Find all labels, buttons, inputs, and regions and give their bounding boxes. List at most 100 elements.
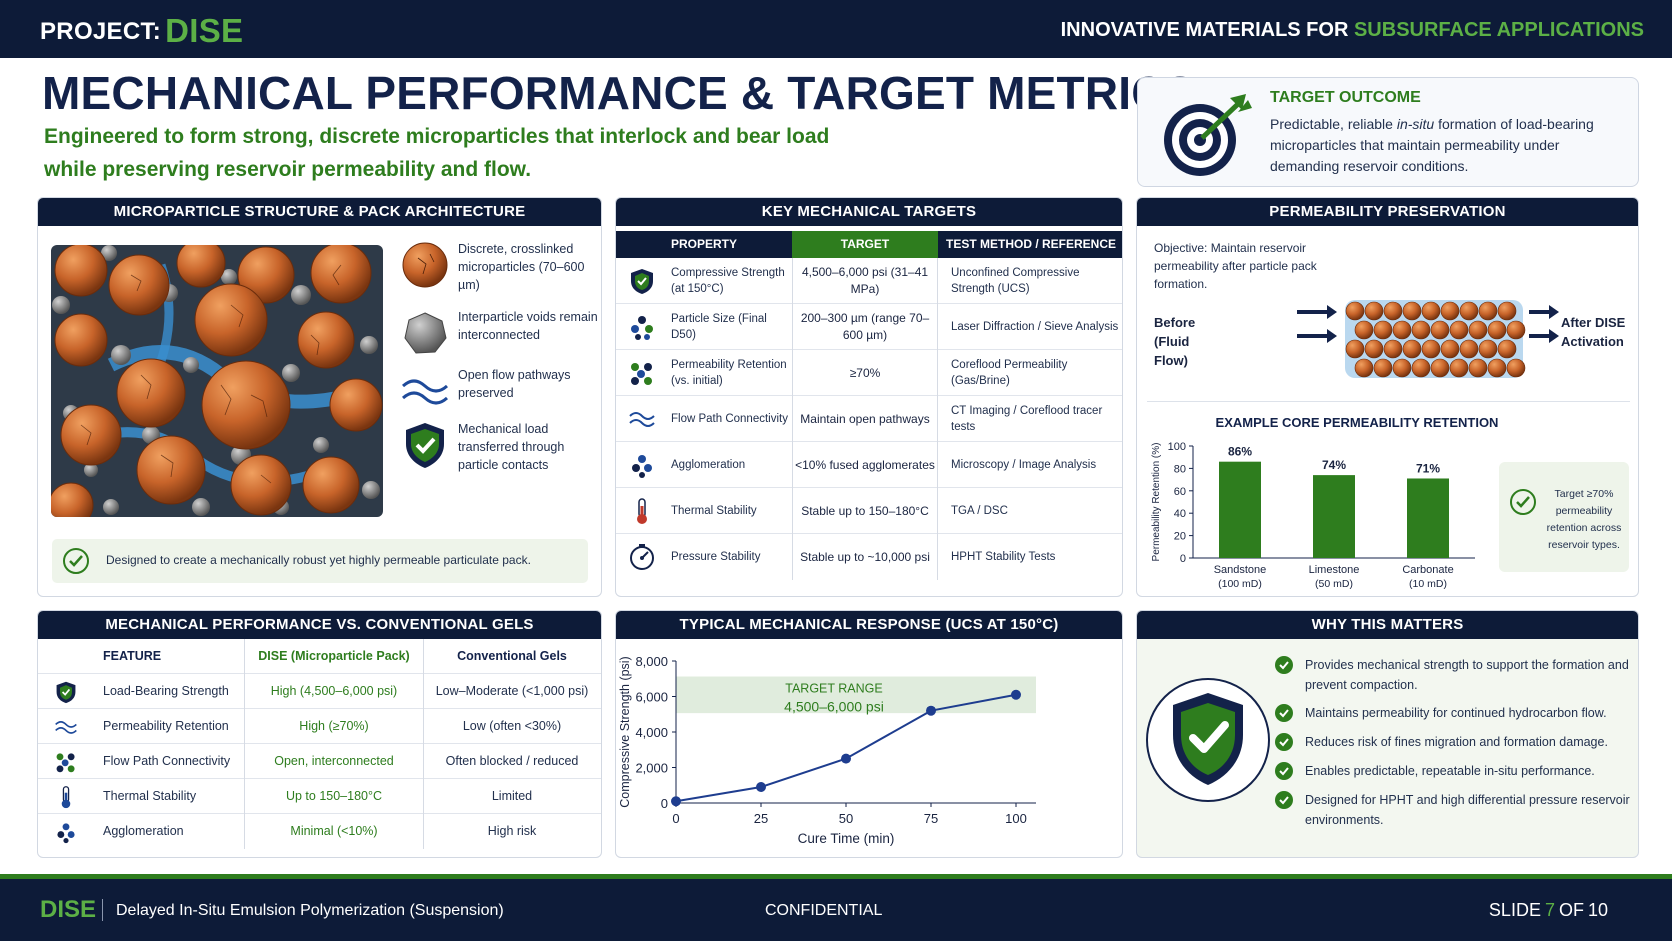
shield-icon <box>631 269 653 294</box>
check-circle-icon <box>1275 704 1293 722</box>
pack-particle <box>1497 339 1517 359</box>
footer-description: Delayed In-Situ Emulsion Polymerization … <box>116 902 504 919</box>
x-tick-label: 50 <box>839 811 853 826</box>
y-tick-label: 6,000 <box>635 690 668 705</box>
table-row: Load-Bearing Strength High (4,500–6,000 … <box>38 674 601 709</box>
table-header: PROPERTY TARGET TEST METHOD / REFERENCE <box>616 231 1122 258</box>
y-axis-label: Permeability Retention (%) <box>1151 443 1162 562</box>
pack-particle <box>1459 339 1479 359</box>
footer-accent-line <box>0 874 1672 879</box>
x-tick-label: Carbonate <box>1402 564 1453 576</box>
footer-brand: DISE <box>40 896 97 923</box>
flow-waves-icon <box>629 412 655 427</box>
shield-check-icon <box>406 423 444 468</box>
pack-particle <box>1487 320 1507 340</box>
why-this-matters-panel: WHY THIS MATTERS Provides mechanical str… <box>1136 610 1639 858</box>
tagline: INNOVATIVE MATERIALS FOR SUBSURFACE APPL… <box>1060 19 1644 41</box>
footer-separator <box>102 899 103 921</box>
pack-particle <box>1364 301 1384 321</box>
permeability-preservation-panel: PERMEABILITY PRESERVATION Objective: Mai… <box>1136 197 1639 597</box>
project-label: PROJECT: DISE <box>40 12 244 49</box>
pack-particle <box>1506 358 1526 378</box>
pack-particle <box>1449 320 1469 340</box>
pack-particle <box>1383 339 1403 359</box>
data-point <box>841 753 851 764</box>
pack-particle <box>1373 358 1393 378</box>
retention-chart-title: EXAMPLE CORE PERMEABILITY RETENTION <box>1215 415 1499 430</box>
after-label: After DISE Activation <box>1561 315 1626 349</box>
pack-particle <box>1497 301 1517 321</box>
table-row: Flow Path Connectivity Maintain open pat… <box>616 396 1122 442</box>
data-label: 86% <box>1228 445 1252 459</box>
ucs-line-chart: TARGET RANGE 4,500–6,000 psi 0 2,000 4,000 6,… <box>618 654 1036 846</box>
pack-particle <box>1373 320 1393 340</box>
check-circle-icon <box>1275 733 1293 751</box>
table-row: Particle Size (Final D50) 200–300 µm (ra… <box>616 304 1122 350</box>
target-outcome-text: Predictable, reliable in-situ formation … <box>1270 116 1594 174</box>
panel-title: KEY MECHANICAL TARGETS <box>616 198 1122 226</box>
table-row: Thermal Stability Stable up to 150–180°C… <box>616 488 1122 534</box>
column-header: PROPERTY <box>616 231 792 258</box>
particle-cluster-icon <box>56 753 75 773</box>
x-tick-sublabel: (50 mD) <box>1315 578 1353 590</box>
shield-icon <box>56 681 76 704</box>
microparticle-pack-image <box>51 245 383 517</box>
microparticle-structure-panel: MICROPARTICLE STRUCTURE & PACK ARCHITECT… <box>37 197 602 597</box>
pack-particle <box>1440 339 1460 359</box>
thermometer-icon <box>61 786 71 809</box>
x-tick-sublabel: (10 mD) <box>1409 578 1447 590</box>
y-tick-label: 20 <box>1174 531 1186 543</box>
flow-waves-icon <box>55 721 77 734</box>
panel-title: MICROPARTICLE STRUCTURE & PACK ARCHITECT… <box>38 198 601 226</box>
pack-particle <box>1383 301 1403 321</box>
y-tick-label: 0 <box>661 796 668 811</box>
pack-particle <box>1506 320 1526 340</box>
data-point <box>756 782 766 793</box>
page-subtitle: Engineered to form strong, discrete micr… <box>44 125 830 181</box>
legend-flow-pathways: Open flow pathways preserved <box>400 360 600 420</box>
table-row: Pressure Stability Stable up to ~10,000 … <box>616 534 1122 580</box>
pack-particle <box>1468 320 1488 340</box>
y-tick-label: 100 <box>1168 441 1186 453</box>
panel-title: WHY THIS MATTERS <box>1137 611 1638 639</box>
y-tick-label: 0 <box>1180 553 1186 565</box>
particle-cluster-icon <box>631 363 652 385</box>
table-row: Permeability Retention (vs. initial) ≥70… <box>616 350 1122 396</box>
pack-particle <box>1354 358 1374 378</box>
legend-interparticle-voids: Interparticle voids remain interconnecte… <box>400 302 600 362</box>
pack-particle <box>1411 358 1431 378</box>
target-icon <box>1164 94 1252 176</box>
pack-particle <box>1402 339 1422 359</box>
pack-particle <box>1364 339 1384 359</box>
table-row: Thermal Stability Up to 150–180°C Limite… <box>38 779 601 814</box>
check-circle-icon <box>1275 762 1293 780</box>
pack-particle <box>1392 320 1412 340</box>
pack-particle <box>1345 339 1365 359</box>
x-tick-label: 75 <box>924 811 938 826</box>
confidential-label: CONFIDENTIAL <box>765 902 883 919</box>
legend-microparticles: Discrete, crosslinked microparticles (70… <box>400 234 600 294</box>
x-tick-label: 25 <box>754 811 768 826</box>
pack-particle <box>1430 358 1450 378</box>
pack-particle <box>1345 301 1365 321</box>
project-name: DISE <box>165 12 244 49</box>
y-tick-label: 2,000 <box>635 761 668 776</box>
thermometer-icon <box>637 498 647 524</box>
check-circle-icon <box>1275 791 1293 809</box>
legend-mechanical-load: Mechanical load transferred through part… <box>400 414 600 474</box>
bar <box>1313 475 1355 558</box>
x-tick-label: Sandstone <box>1214 564 1267 576</box>
pack-particle <box>1478 339 1498 359</box>
tagline-highlight: SUBSURFACE APPLICATIONS <box>1353 19 1644 41</box>
permeability-retention-chart: 0 20 40 60 80 100 Permeability Retention (%) 86… <box>1151 441 1475 590</box>
orange-sphere-icon <box>402 242 448 288</box>
y-tick-label: 80 <box>1174 463 1186 475</box>
table-row: Compressive Strength (at 150°C) 4,500–6,… <box>616 258 1122 304</box>
target-range-label: TARGET RANGE <box>785 682 882 696</box>
check-circle-icon <box>63 548 89 574</box>
pack-particle <box>1459 301 1479 321</box>
x-tick-label: 0 <box>672 811 679 826</box>
before-label: Before (Fluid Flow) <box>1154 315 1196 368</box>
column-header: TARGET <box>792 231 938 258</box>
x-tick-label: 100 <box>1005 811 1027 826</box>
